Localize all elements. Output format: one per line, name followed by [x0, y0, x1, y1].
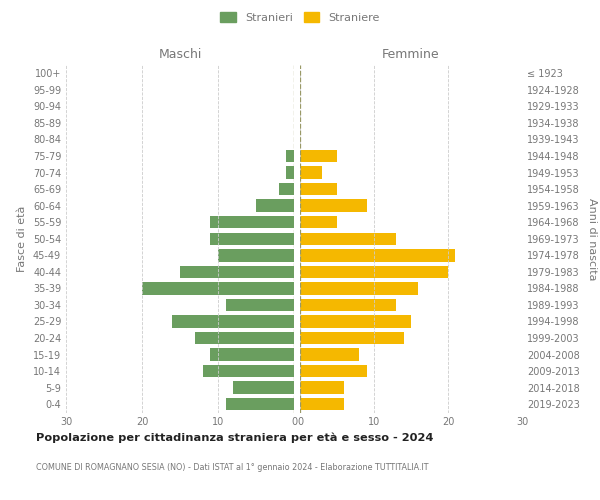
Bar	[300, 150, 337, 162]
Bar	[226, 298, 294, 311]
Title: Maschi: Maschi	[158, 48, 202, 61]
Bar	[211, 348, 294, 361]
Bar	[300, 348, 359, 361]
Bar	[286, 166, 294, 179]
Bar	[211, 232, 294, 245]
Bar	[300, 365, 367, 378]
Bar	[300, 266, 448, 278]
Bar	[256, 200, 294, 212]
Bar	[300, 183, 337, 196]
Bar	[172, 316, 294, 328]
Bar	[300, 216, 337, 228]
Bar	[300, 398, 344, 410]
Bar	[203, 365, 294, 378]
Bar	[180, 266, 294, 278]
Bar	[300, 166, 322, 179]
Bar	[233, 382, 294, 394]
Bar	[300, 232, 396, 245]
Bar	[286, 150, 294, 162]
Text: COMUNE DI ROMAGNANO SESIA (NO) - Dati ISTAT al 1° gennaio 2024 - Elaborazione TU: COMUNE DI ROMAGNANO SESIA (NO) - Dati IS…	[36, 462, 428, 471]
Bar	[300, 282, 418, 294]
Legend: Stranieri, Straniere: Stranieri, Straniere	[216, 8, 384, 28]
Bar	[195, 332, 294, 344]
Bar	[300, 382, 344, 394]
Bar	[211, 216, 294, 228]
Text: Popolazione per cittadinanza straniera per età e sesso - 2024: Popolazione per cittadinanza straniera p…	[36, 432, 433, 443]
Bar	[300, 316, 411, 328]
Bar	[226, 398, 294, 410]
Y-axis label: Anni di nascita: Anni di nascita	[587, 198, 596, 280]
Bar	[300, 298, 396, 311]
Bar	[142, 282, 294, 294]
Bar	[218, 249, 294, 262]
Bar	[300, 249, 455, 262]
Bar	[300, 200, 367, 212]
Bar	[279, 183, 294, 196]
Title: Femmine: Femmine	[382, 48, 440, 61]
Bar	[300, 332, 404, 344]
Y-axis label: Fasce di età: Fasce di età	[17, 206, 27, 272]
